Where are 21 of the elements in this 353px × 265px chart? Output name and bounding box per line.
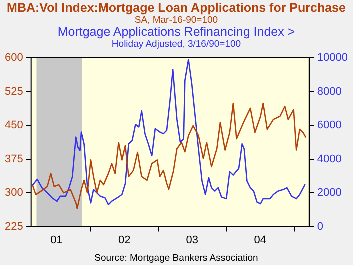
y2-tick-label: 0	[317, 220, 324, 233]
y2-tick-label: 8000	[317, 86, 342, 98]
y2-tick-label: 10000	[317, 52, 348, 64]
text: SA, Mar-16-90=100	[134, 15, 220, 26]
y-tick-label: 300	[4, 187, 24, 200]
x-tick-label: 04	[254, 234, 266, 246]
y2-tick-label: 2000	[317, 187, 342, 200]
text: Mortgage Applications Refinancing Index >	[56, 25, 296, 39]
y-tick-label: 450	[4, 120, 24, 132]
y2-tick-label: 4000	[317, 153, 342, 166]
y-tick-label: 525	[4, 86, 24, 98]
source-note: Source: Mortgage Bankers Association	[94, 253, 260, 264]
y-tick-label: 225	[4, 220, 24, 233]
x-tick-label: 03	[186, 234, 199, 246]
x-tick-label: 02	[118, 234, 131, 246]
x-tick-label: 01	[50, 234, 63, 246]
text: Holiday Adjusted, 3/16/90=100	[110, 39, 242, 50]
y2-tick-label: 6000	[317, 120, 342, 132]
text: MBA:Vol Index:Mortgage Loan Applications for Purchase	[6, 1, 347, 15]
y-tick-label: 600	[4, 52, 24, 64]
y-tick-label: 375	[4, 153, 24, 166]
